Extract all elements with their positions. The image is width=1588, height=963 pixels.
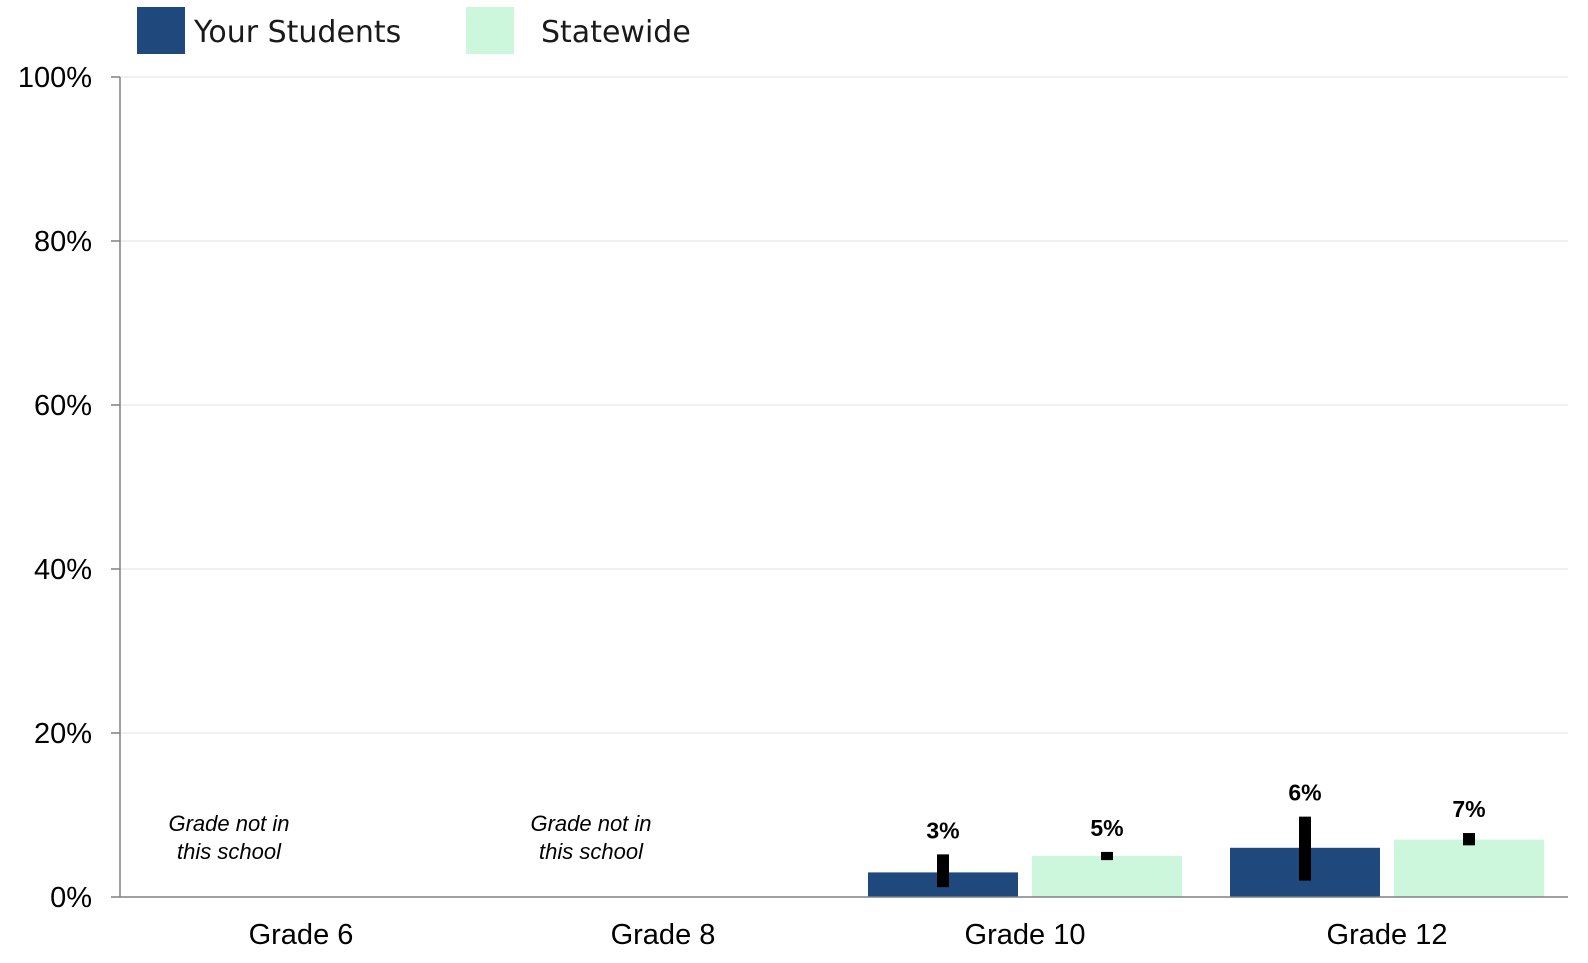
data-label: 3% xyxy=(926,817,959,843)
grade-note-label: this school xyxy=(177,839,282,864)
x-category-label: Grade 6 xyxy=(249,919,354,951)
bar xyxy=(1394,839,1544,897)
error-bar xyxy=(1463,833,1475,846)
legend-swatch xyxy=(137,7,185,54)
error-bars-group xyxy=(937,816,1475,888)
y-tick-label: 40% xyxy=(34,554,92,586)
y-tick-label: 60% xyxy=(34,390,92,422)
error-bar xyxy=(1299,816,1311,881)
y-tick-label: 20% xyxy=(34,718,92,750)
x-category-label: Grade 10 xyxy=(965,919,1086,951)
error-bar xyxy=(937,854,949,888)
grade-note-label: Grade not in xyxy=(530,811,651,836)
grade-note-label: Grade not in xyxy=(168,811,289,836)
legend-label: Your Students xyxy=(193,15,401,50)
data-label: 5% xyxy=(1090,815,1123,841)
x-category-label: Grade 8 xyxy=(611,919,716,951)
grade-note-label: this school xyxy=(539,839,644,864)
data-label: 6% xyxy=(1288,780,1321,806)
y-tick-label: 80% xyxy=(34,226,92,258)
y-tick-label: 0% xyxy=(50,882,92,914)
error-bar xyxy=(1101,851,1113,861)
labels-group: 3% 6% 5% 7% Grade not in this school Grade not… xyxy=(168,780,1485,864)
bar xyxy=(1032,856,1182,897)
legend-swatch xyxy=(466,7,514,54)
data-label: 7% xyxy=(1452,796,1485,822)
legend-label: Statewide xyxy=(541,15,691,50)
gridlines xyxy=(120,76,1568,734)
legend: Your Students Statewide xyxy=(137,7,691,54)
y-tick-label: 100% xyxy=(18,62,92,94)
x-category-label: Grade 12 xyxy=(1327,919,1448,951)
axes: 0% 20% 40% 60% 80% 100% Grade 6 Grade 8 Grade 10… xyxy=(18,62,1568,951)
bars-group xyxy=(868,839,1544,897)
